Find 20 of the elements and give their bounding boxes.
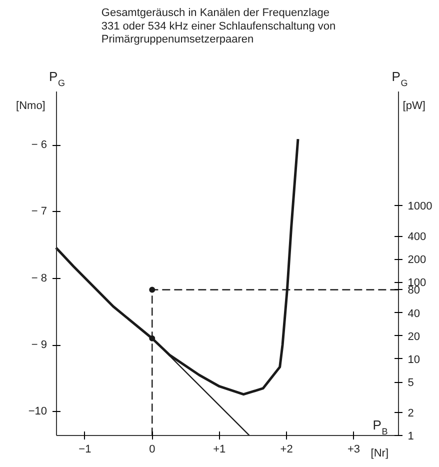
y2-tick-label: 5 [408, 377, 414, 390]
y-tick-label: − 8 [31, 272, 48, 284]
x-tick-label: −1 [78, 444, 92, 456]
y2-tick-label: 20 [408, 330, 420, 343]
y2-tick-label: 400 [408, 231, 426, 244]
x-tick-label: +3 [347, 444, 360, 456]
chart-title: Gesamtgeräusch in Kanälen der Frequenzlage 331 oder 534 kHz einer Schlaufenschaltung von Primärgruppenumsetzerpaaren [101, 7, 336, 46]
y2-tick-label: 1 [408, 430, 414, 443]
y-tick-label: − 6 [31, 139, 48, 152]
y-tick-label: −10 [28, 406, 48, 418]
y2-tick-label: 10 [408, 354, 420, 366]
y2-tick-label: 2 [408, 408, 414, 420]
y2-tick-label: 1000 [408, 200, 432, 213]
y2-tick-label: 200 [408, 254, 426, 266]
y2-tick-label: 40 [408, 308, 420, 320]
x-tick-label: +1 [213, 444, 226, 456]
x-tick-label: +2 [280, 444, 293, 456]
y-tick-label: − 9 [31, 339, 48, 352]
y-tick-label: − 7 [31, 206, 48, 218]
x-tick-label: 0 [149, 444, 156, 456]
